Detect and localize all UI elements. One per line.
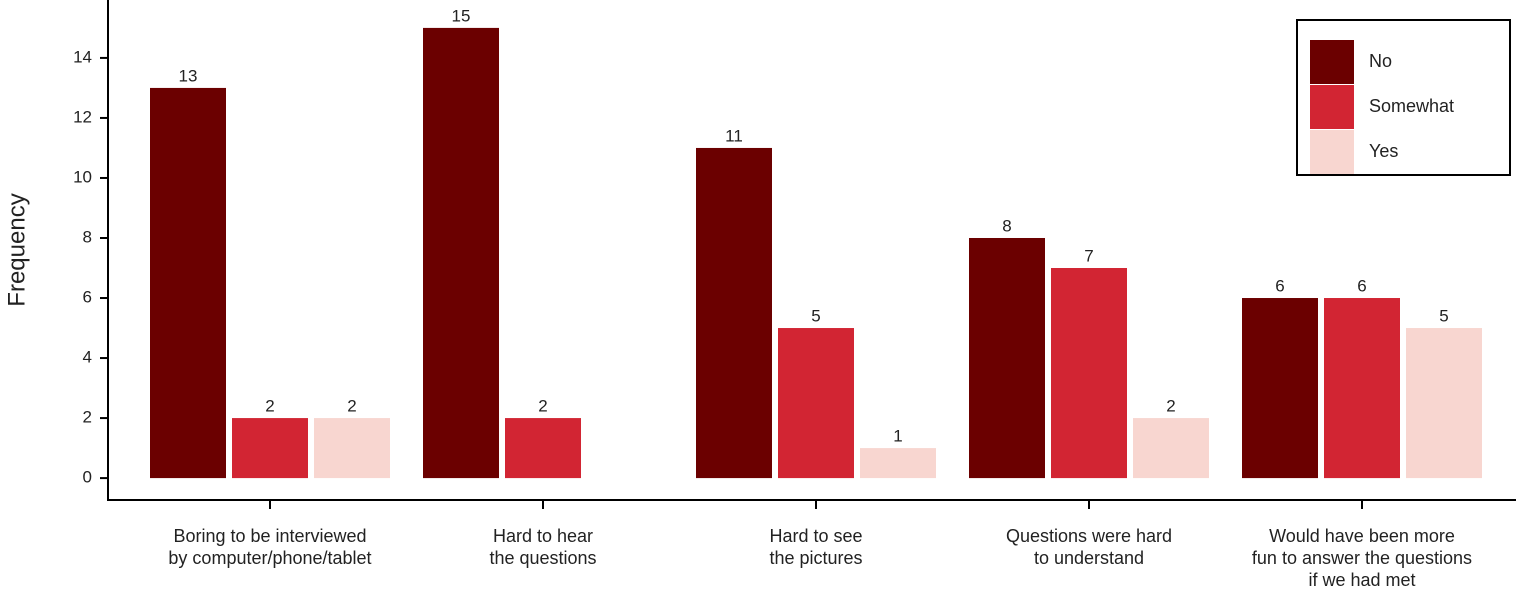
y-tick-label: 0 [83,468,92,487]
bar [1242,298,1318,479]
x-tick-label: Hard to see [769,526,862,546]
bar [505,418,581,479]
value-label: 2 [1166,397,1175,416]
value-label: 2 [347,397,356,416]
value-label: 8 [1002,216,1011,235]
value-label: 2 [265,397,274,416]
bar [1051,268,1127,479]
x-tick-label: Questions were hard [1006,526,1172,546]
bar [969,237,1045,479]
bar [423,27,499,479]
value-label: 7 [1084,246,1093,265]
y-tick-label: 10 [73,167,92,186]
legend-label: Yes [1369,141,1398,161]
bar [232,418,308,479]
bar [1133,418,1209,479]
y-tick-label: 14 [73,47,92,66]
value-label: 11 [725,126,743,145]
bar [1324,298,1400,479]
x-tick-label: Boring to be interviewed [173,526,366,546]
x-tick-label: by computer/phone/tablet [168,548,371,568]
y-tick-label: 6 [83,288,92,307]
y-tick-label: 8 [83,227,92,246]
x-tick-label: Hard to hear [493,526,593,546]
bar [1406,328,1482,479]
y-tick-label: 12 [73,107,92,126]
value-label: 2 [538,397,547,416]
legend-label: Somewhat [1369,96,1454,116]
value-label: 1 [893,427,902,446]
value-label: 5 [1439,307,1448,326]
bar [314,418,390,479]
value-label: 6 [1275,277,1284,296]
bar [150,87,226,479]
y-tick-label: 4 [83,348,92,367]
bar [696,147,772,479]
legend-swatch [1310,130,1354,174]
legend-swatch [1310,85,1354,129]
legend-swatch [1310,40,1354,84]
bar [778,328,854,479]
legend-label: No [1369,51,1392,71]
value-label: 6 [1357,277,1366,296]
y-tick-label: 2 [83,408,92,427]
bar [860,448,936,479]
x-tick-label: if we had met [1308,570,1415,590]
value-label: 15 [452,6,471,25]
x-tick-label: the pictures [769,548,862,568]
x-tick-label: fun to answer the questions [1252,548,1472,568]
x-tick-label: to understand [1034,548,1144,568]
value-label: 5 [811,307,820,326]
value-label: 13 [179,66,198,85]
x-tick-label: the questions [489,548,596,568]
x-tick-label: Would have been more [1269,526,1455,546]
y-axis-title: Frequency [3,193,30,306]
